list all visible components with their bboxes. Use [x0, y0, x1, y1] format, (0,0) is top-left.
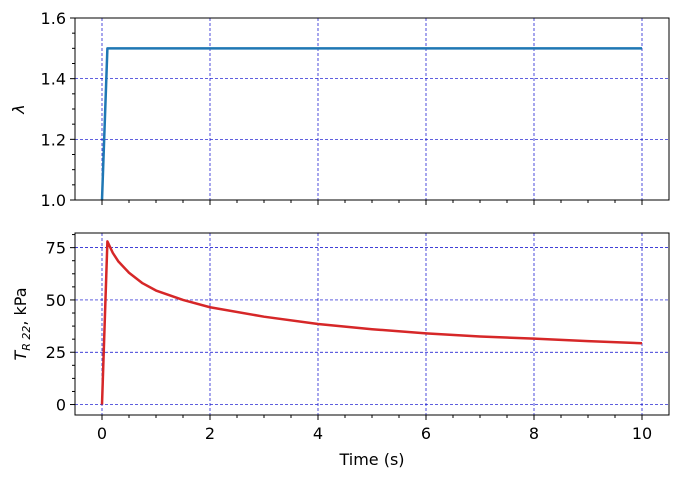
y-label-unit: , kPa — [11, 287, 30, 325]
upper-chart-panel: 1.0 1.2 1.4 1.6 — [41, 9, 670, 210]
y-tick-label: 50 — [46, 291, 66, 310]
x-tick-label: 8 — [529, 424, 539, 443]
series-line-0 — [100, 47, 642, 201]
x-tick-label: 4 — [313, 424, 323, 443]
lower-chart-panel: 0 2 4 6 8 10 0 25 50 75 — [46, 232, 670, 443]
y-tick-label: 75 — [46, 239, 66, 258]
x-tick-label: 10 — [632, 424, 652, 443]
y-tick-label: 1.0 — [41, 191, 66, 210]
y-tick-label: 1.2 — [41, 130, 66, 149]
y-label-symbol: T — [11, 350, 30, 361]
plot-frame — [74, 232, 670, 416]
x-axis-label: Time (s) — [338, 450, 404, 469]
plot-frame — [74, 17, 670, 201]
upper-y-axis-label: λ — [9, 104, 28, 114]
x-tick-label: 0 — [97, 424, 107, 443]
y-tick-label: 25 — [46, 343, 66, 362]
y-tick-label: 1.4 — [41, 70, 66, 89]
y-label-subscript: R 22 — [20, 326, 33, 351]
y-tick-label: 1.6 — [41, 9, 66, 28]
x-tick-label: 2 — [205, 424, 215, 443]
series-line-0 — [100, 240, 643, 405]
lower-y-axis-label: TR 22, kPa — [11, 287, 33, 360]
y-tick-label: 0 — [56, 396, 66, 415]
x-tick-label: 6 — [421, 424, 431, 443]
